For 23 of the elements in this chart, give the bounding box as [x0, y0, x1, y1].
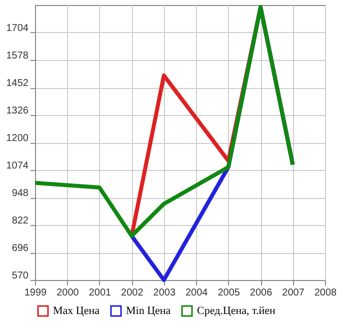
x-tick-label: 2004	[185, 288, 208, 298]
y-tick-label: 1200	[6, 133, 29, 144]
x-tick-label: 2003	[153, 288, 176, 298]
x-tick-label: 2001	[88, 288, 112, 298]
y-tick-label: 948	[12, 188, 29, 199]
x-tick-label: 2007	[282, 288, 305, 298]
y-tick-label: 696	[12, 243, 29, 254]
y-tick-label: 822	[12, 216, 29, 226]
y-tick-label: 1704	[6, 23, 29, 34]
y-tick-label: 570	[12, 270, 29, 282]
legend-label: Min Цена	[126, 305, 171, 317]
x-tick-label: 2002	[121, 288, 144, 298]
x-tick-label: 2008	[314, 288, 338, 298]
y-tick-label: 1074	[6, 160, 29, 172]
y-tick-label: 1578	[6, 50, 29, 62]
y-tick-label: 1326	[6, 106, 29, 116]
x-tick-label: 2006	[250, 288, 273, 298]
x-tick-label: 1999	[24, 288, 48, 298]
legend-label: Сред.Цена, т.йен	[197, 305, 276, 317]
y-tick-label: 1452	[6, 78, 29, 89]
x-tick-label: 2005	[218, 288, 240, 298]
legend-label: Max Цена	[53, 305, 100, 317]
x-tick-label: 2000	[56, 288, 80, 298]
